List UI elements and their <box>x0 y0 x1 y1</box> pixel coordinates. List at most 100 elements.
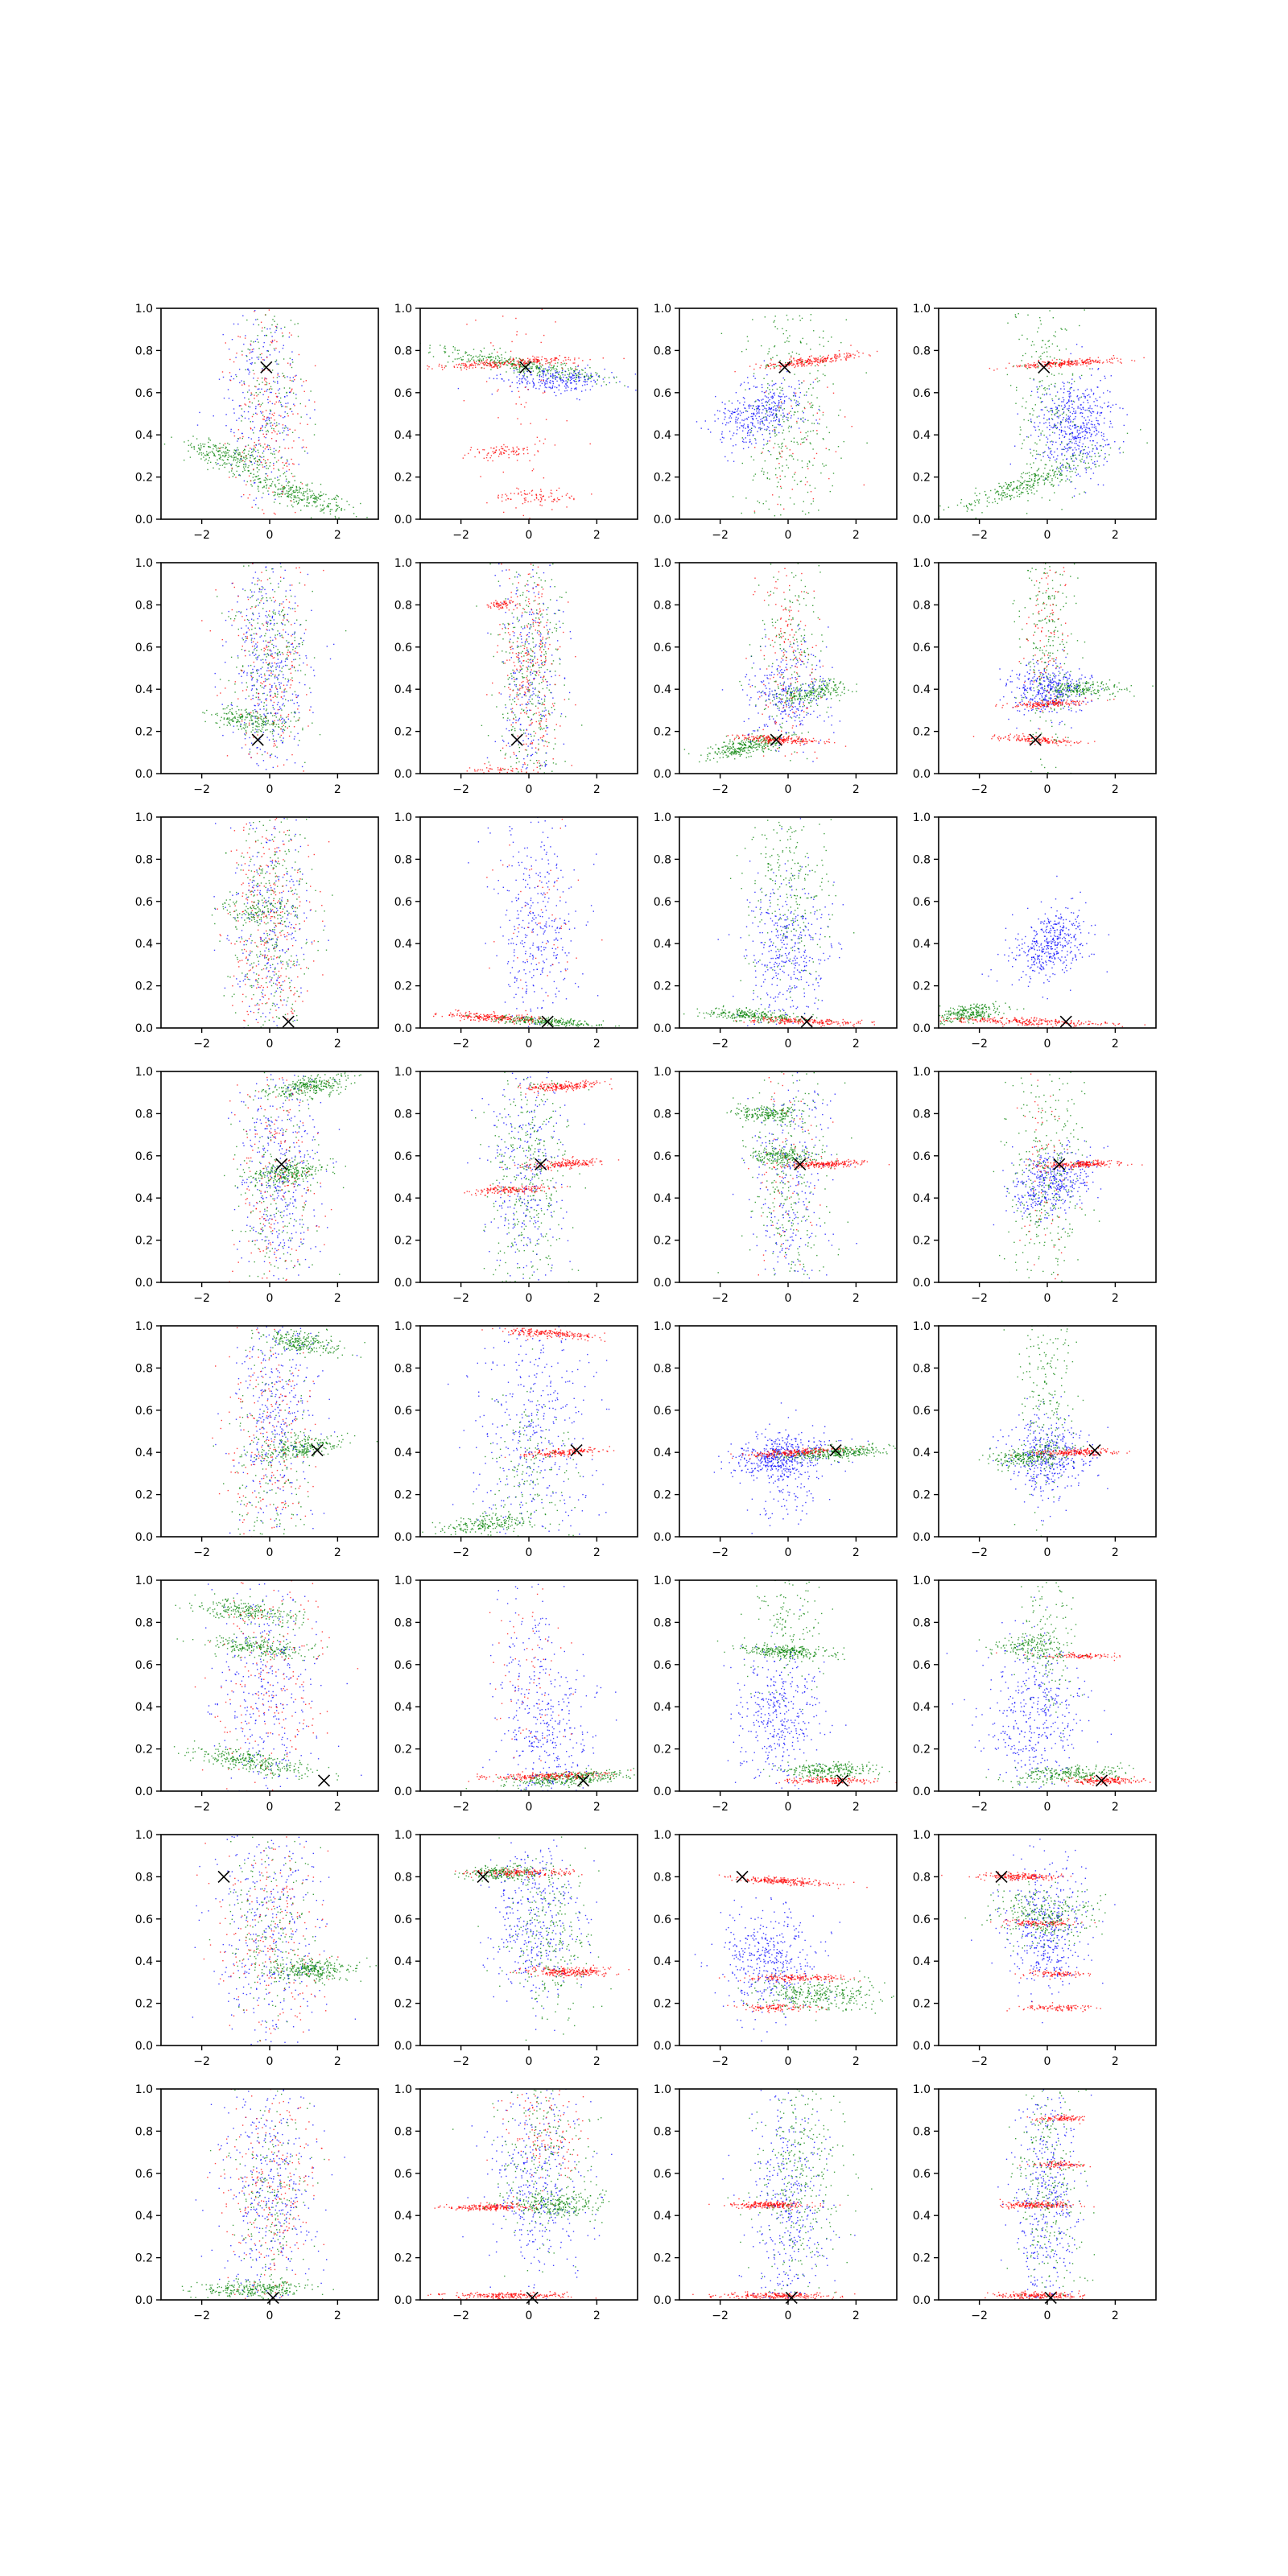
point <box>1084 437 1086 439</box>
point <box>1064 404 1066 406</box>
point <box>1044 361 1046 363</box>
point <box>320 510 323 512</box>
point <box>532 358 535 361</box>
point <box>803 365 806 367</box>
point <box>208 437 210 439</box>
point <box>1073 381 1075 382</box>
point <box>753 408 756 411</box>
point <box>266 350 268 352</box>
point <box>1088 419 1091 421</box>
point <box>1070 363 1071 365</box>
point <box>829 361 831 362</box>
point <box>477 363 479 365</box>
point <box>541 382 543 384</box>
point <box>1051 470 1054 472</box>
point <box>338 506 341 509</box>
point <box>515 367 518 369</box>
point <box>527 389 529 390</box>
y-tick-label: 0.2 <box>654 472 671 485</box>
point <box>467 354 469 356</box>
point <box>776 388 778 390</box>
point <box>279 450 280 452</box>
point <box>243 343 245 345</box>
point <box>245 335 246 336</box>
point <box>258 459 261 460</box>
point <box>253 432 254 434</box>
point <box>572 362 574 364</box>
point <box>209 446 212 448</box>
point <box>1060 431 1063 433</box>
point <box>464 351 466 353</box>
point <box>755 400 757 402</box>
point <box>1080 450 1082 452</box>
point <box>753 375 754 377</box>
point <box>207 453 208 456</box>
point <box>724 424 727 426</box>
point <box>981 512 983 514</box>
point <box>566 384 568 386</box>
point <box>520 423 522 425</box>
point <box>244 719 246 720</box>
point <box>1075 449 1077 451</box>
point <box>244 417 246 419</box>
point <box>229 724 231 726</box>
point <box>252 429 254 431</box>
point <box>1091 456 1092 458</box>
point <box>1066 451 1067 452</box>
point <box>540 381 542 382</box>
point <box>504 361 506 363</box>
point <box>812 497 815 500</box>
point <box>243 411 246 413</box>
point <box>590 374 592 376</box>
point <box>477 359 479 361</box>
point <box>1067 449 1069 451</box>
point <box>551 369 553 370</box>
point <box>1015 487 1018 489</box>
point <box>550 369 551 372</box>
point <box>1089 429 1091 431</box>
point <box>552 381 555 382</box>
point <box>1060 365 1063 367</box>
point <box>566 390 568 391</box>
point <box>774 402 775 403</box>
axes-frame <box>419 308 638 520</box>
point <box>755 386 757 388</box>
point <box>1034 478 1036 480</box>
point <box>511 390 513 393</box>
point <box>1089 440 1091 442</box>
point <box>1047 476 1049 477</box>
point <box>456 358 458 360</box>
point <box>747 532 748 533</box>
point <box>758 412 760 414</box>
point <box>268 382 270 385</box>
point <box>287 434 289 436</box>
point <box>239 336 241 338</box>
point <box>742 427 745 429</box>
point <box>1073 424 1075 427</box>
point <box>248 470 250 472</box>
point <box>1097 452 1100 454</box>
point <box>1009 495 1010 497</box>
point <box>770 365 772 366</box>
point <box>225 425 227 427</box>
point <box>264 335 266 336</box>
point <box>550 374 551 377</box>
point <box>247 444 250 446</box>
point <box>572 374 574 376</box>
point <box>238 405 241 407</box>
point <box>1069 365 1071 367</box>
point <box>576 369 578 370</box>
point <box>775 407 777 410</box>
point <box>287 491 289 493</box>
point <box>1048 363 1050 365</box>
point <box>242 436 244 438</box>
point <box>1019 433 1021 436</box>
point <box>1043 434 1045 436</box>
point <box>289 584 291 586</box>
point <box>516 334 518 336</box>
point <box>556 371 558 373</box>
point <box>965 506 968 507</box>
point <box>1121 362 1122 364</box>
point <box>597 376 600 378</box>
point <box>275 359 278 361</box>
